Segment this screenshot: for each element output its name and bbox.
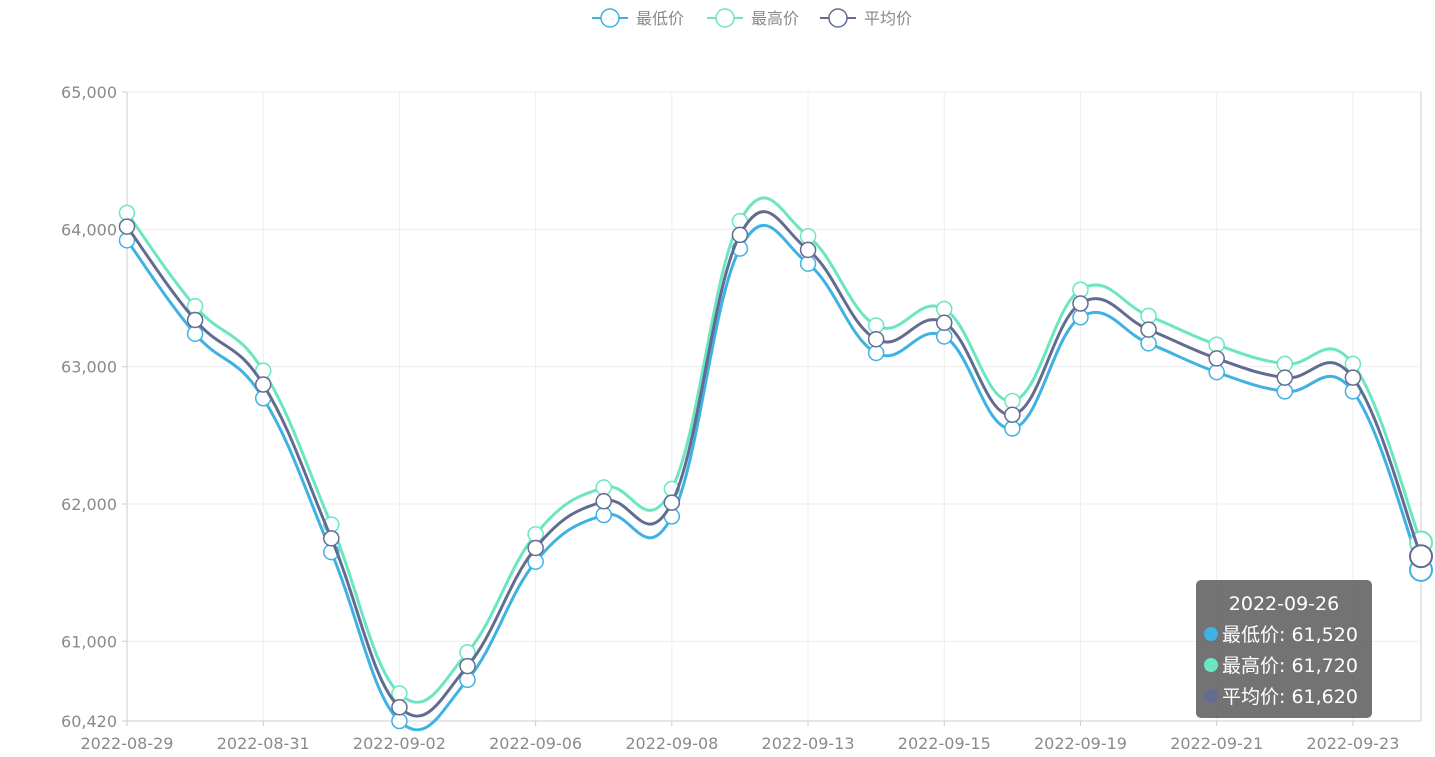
data-point xyxy=(1072,281,1089,299)
data-point xyxy=(799,227,817,245)
data-point xyxy=(1140,321,1157,338)
data-point xyxy=(799,241,817,259)
tooltip-label-max: 最高价: 61,720 xyxy=(1222,655,1358,677)
series-group xyxy=(118,196,1433,732)
legend-marker xyxy=(600,8,620,28)
data-point xyxy=(595,493,612,510)
legend-item-2: 平均价 xyxy=(820,8,912,28)
data-point xyxy=(527,539,544,557)
data-point xyxy=(936,328,953,345)
axes xyxy=(126,92,1422,722)
series-2 xyxy=(118,210,1433,718)
data-point xyxy=(1276,369,1294,386)
data-point xyxy=(186,325,204,342)
y-tick-label: 60,420 xyxy=(61,712,117,731)
legend-label: 最高价 xyxy=(751,9,799,28)
x-tick-label: 2022-09-13 xyxy=(762,734,855,753)
data-point xyxy=(1276,355,1294,373)
data-point xyxy=(527,525,544,543)
data-point xyxy=(1208,336,1225,353)
data-point xyxy=(1004,392,1021,410)
data-point xyxy=(391,712,408,730)
data-point xyxy=(1344,355,1362,373)
data-point xyxy=(459,657,476,675)
series-0 xyxy=(118,223,1433,732)
data-point xyxy=(1409,544,1433,569)
tooltip-dot-min xyxy=(1204,627,1218,641)
legend: 最低价 最高价 平均价 xyxy=(592,8,912,28)
x-tick-label: 2022-08-31 xyxy=(217,734,310,753)
x-tick-label: 2022-09-02 xyxy=(353,734,446,753)
data-point xyxy=(254,376,272,393)
tooltip-row-max: 最高价: 61,720 xyxy=(1204,651,1364,682)
data-point xyxy=(391,685,408,702)
x-tick-label: 2022-09-19 xyxy=(1034,734,1127,753)
legend-label: 最低价 xyxy=(636,9,684,28)
data-point xyxy=(1208,363,1225,381)
data-point xyxy=(731,226,749,244)
data-point xyxy=(323,530,340,547)
y-tick-label: 64,000 xyxy=(61,220,117,239)
x-tick-label: 2022-09-21 xyxy=(1170,734,1263,753)
data-point xyxy=(867,344,885,362)
tooltip-dot-max xyxy=(1204,658,1218,672)
data-point xyxy=(1004,420,1021,437)
data-point xyxy=(118,204,136,222)
data-point xyxy=(595,506,612,524)
y-tick-label: 62,000 xyxy=(61,495,117,514)
tooltip: 2022-09-26 最低价: 61,520 最高价: 61,720 平均价: … xyxy=(1196,580,1372,718)
legend-item-0: 最低价 xyxy=(592,8,684,28)
legend-marker xyxy=(828,8,848,28)
y-tick-label: 63,000 xyxy=(61,358,117,377)
data-point xyxy=(186,311,204,329)
data-point xyxy=(1344,369,1362,386)
x-tick-label: 2022-09-06 xyxy=(489,734,582,753)
data-point xyxy=(1208,350,1225,367)
data-point xyxy=(867,317,885,334)
tooltip-label-min: 最低价: 61,520 xyxy=(1222,624,1358,646)
x-tick-label: 2022-09-23 xyxy=(1306,734,1399,753)
legend-label: 平均价 xyxy=(864,9,912,28)
data-point xyxy=(118,218,136,235)
data-point xyxy=(1004,406,1021,423)
tooltip-row-avg: 平均价: 61,620 xyxy=(1204,682,1364,713)
data-point xyxy=(799,255,817,272)
legend-item-1: 最高价 xyxy=(707,8,799,28)
data-point xyxy=(1072,295,1089,312)
x-tick-label: 2022-08-29 xyxy=(81,734,174,753)
tooltip-row-min: 最低价: 61,520 xyxy=(1204,620,1364,651)
data-point xyxy=(391,699,408,716)
data-point xyxy=(867,330,885,348)
data-point xyxy=(936,314,953,331)
tooltip-dot-avg xyxy=(1204,689,1218,703)
x-tick-label: 2022-09-08 xyxy=(625,734,718,753)
data-point xyxy=(1140,307,1157,325)
data-point xyxy=(663,494,681,511)
y-tick-label: 65,000 xyxy=(61,83,117,102)
legend-marker xyxy=(715,8,735,28)
data-point xyxy=(1072,308,1089,326)
data-point xyxy=(1276,383,1294,400)
tooltip-label-avg: 平均价: 61,620 xyxy=(1222,686,1358,708)
y-tick-label: 61,000 xyxy=(61,632,117,651)
x-tick-label: 2022-09-15 xyxy=(898,734,991,753)
tooltip-title: 2022-09-26 xyxy=(1228,593,1340,615)
data-point xyxy=(595,479,612,496)
data-point xyxy=(936,300,953,318)
x-axis-ticks: 2022-08-29 2022-08-31 2022-09-02 2022-09-06… xyxy=(81,721,1399,753)
y-axis-ticks: 65,000 64,000 63,000 62,000 61,000 60,420 xyxy=(61,83,127,731)
data-point xyxy=(1140,335,1157,352)
